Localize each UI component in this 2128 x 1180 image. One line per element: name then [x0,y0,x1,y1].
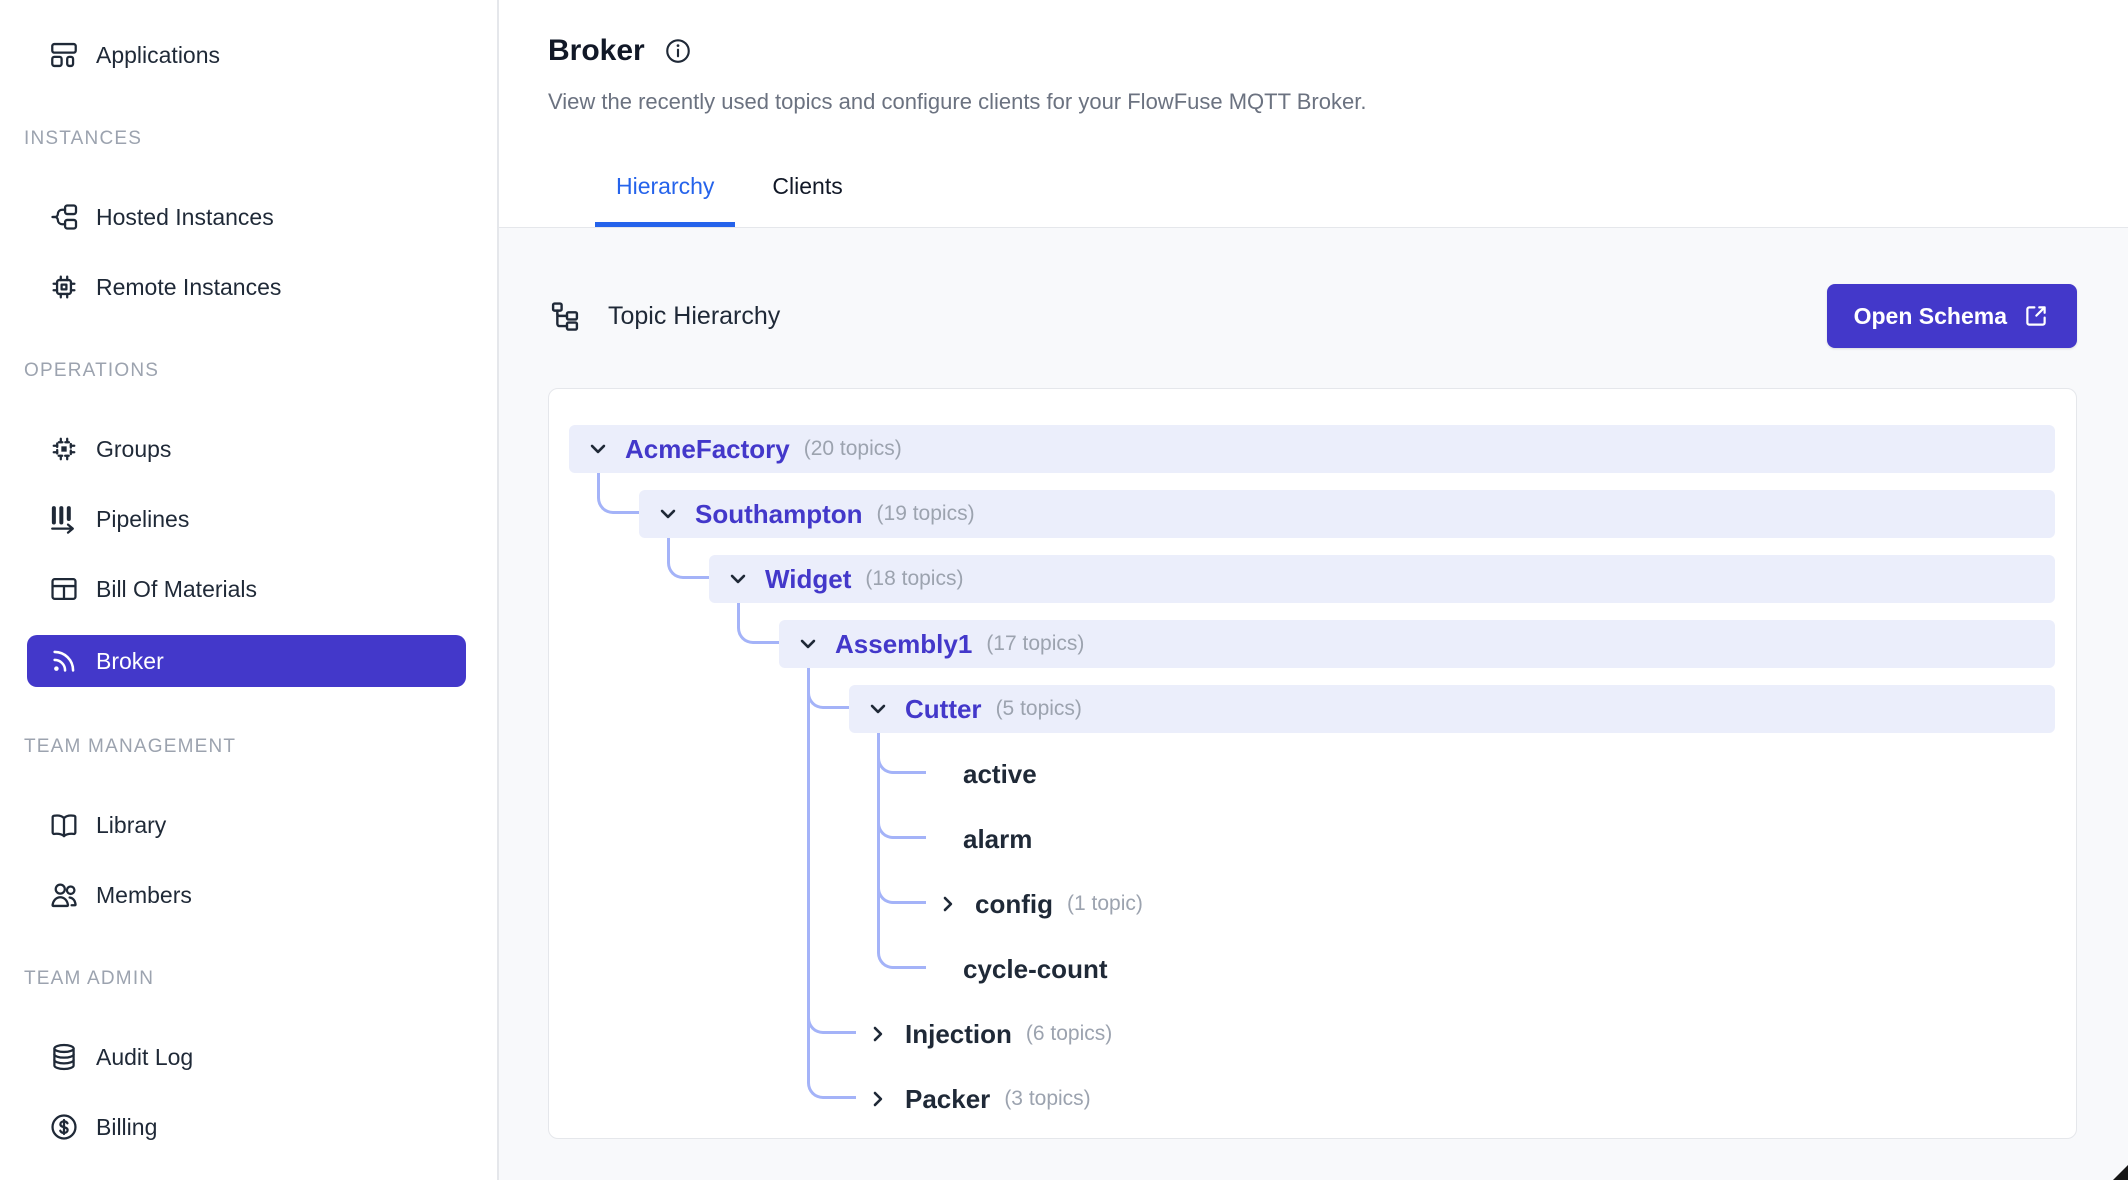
topic-count: (18 topics) [865,567,964,590]
sidebar-section-team-management: TEAM MANAGEMENT [24,736,237,757]
remote-instances-icon [48,271,80,303]
open-schema-label: Open Schema [1853,302,2007,329]
topic-count: (6 topics) [1025,1022,1113,1045]
topic-count: (19 topics) [876,502,975,525]
billing-icon [48,1111,80,1143]
sidebar-item-groups[interactable]: Groups [27,425,466,473]
topic-label: Widget [765,563,852,594]
sidebar-item-label: Applications [96,41,221,68]
sidebar-item-label: Broker [96,647,164,674]
bill-of-materials-icon [48,573,80,605]
info-icon[interactable] [663,36,693,66]
panel-header: Topic Hierarchy Open Schema [548,284,2077,348]
external-link-icon [2022,302,2050,330]
sidebar-item-label: Audit Log [96,1043,194,1070]
topic-label: cycle-count [963,953,1108,984]
topic-count: (20 topics) [803,437,902,460]
sidebar-item-members[interactable]: Members [27,871,466,919]
tree-row-assembly1[interactable]: Assembly1 (17 topics) [779,620,2055,668]
sidebar-section-instances: INSTANCES [24,128,143,149]
sidebar-item-applications[interactable]: Applications [27,31,466,79]
sidebar-item-label: Members [96,881,192,908]
sidebar-item-broker[interactable]: Broker [27,635,466,687]
topic-label: Southampton [695,498,863,529]
chevron-right-icon[interactable] [865,1021,891,1047]
tree-row-config[interactable]: config (1 topic) [919,880,2055,928]
tree-connector [737,603,780,644]
audit-log-icon [48,1041,80,1073]
topic-count: (5 topics) [995,697,1082,720]
tree-row-active[interactable]: active [919,750,2055,798]
sidebar: Applications INSTANCES Hosted Instances Rem… [0,0,499,1180]
tree-connector [597,473,640,514]
chevron-down-icon[interactable] [655,501,681,527]
tree-row-cycle-count[interactable]: cycle-count [919,945,2055,993]
chevron-right-icon[interactable] [935,891,961,917]
chevron-down-icon[interactable] [585,436,611,462]
topic-label: active [963,758,1037,789]
sidebar-item-label: Remote Instances [96,273,282,300]
topic-hierarchy-icon [548,299,582,333]
sidebar-section-team-admin: TEAM ADMIN [24,968,155,989]
topic-label: Packer [905,1083,991,1114]
sidebar-item-remote-instances[interactable]: Remote Instances [27,263,466,311]
page-header: Broker View the recently used topics and… [499,0,2128,227]
tree-row-alarm[interactable]: alarm [919,815,2055,863]
tree-row-cutter[interactable]: Cutter (5 topics) [849,685,2055,733]
tree-row-widget[interactable]: Widget (18 topics) [709,555,2055,603]
library-icon [48,809,80,841]
sidebar-section-operations: OPERATIONS [24,360,160,381]
panel-title: Topic Hierarchy [608,301,781,330]
sidebar-item-label: Bill Of Materials [96,575,258,602]
tree-row-injection[interactable]: Injection (6 topics) [849,1010,2055,1058]
sidebar-item-label: Groups [96,435,172,462]
tree-row-packer[interactable]: Packer (3 topics) [849,1075,2055,1123]
topic-label: AcmeFactory [625,433,790,464]
open-schema-button[interactable]: Open Schema [1826,284,2077,348]
topic-count: (1 topic) [1067,892,1143,915]
sidebar-item-audit-log[interactable]: Audit Log [27,1033,466,1081]
members-icon [48,879,80,911]
page-title: Broker [548,34,645,67]
topic-label: Assembly1 [835,628,973,659]
chevron-down-icon[interactable] [725,566,751,592]
topic-count: (17 topics) [986,632,1085,655]
topic-label: Injection [905,1018,1012,1049]
sidebar-item-pipelines[interactable]: Pipelines [27,495,466,543]
hosted-instances-icon [48,201,80,233]
tree-row-acmefactory[interactable]: AcmeFactory (20 topics) [569,425,2055,473]
scroll-corner-arrow [2113,1165,2128,1180]
sidebar-item-billing[interactable]: Billing [27,1103,466,1151]
sidebar-item-bill-of-materials[interactable]: Bill Of Materials [27,565,466,613]
chevron-right-icon[interactable] [865,1086,891,1112]
pipelines-icon [48,503,80,535]
main-content: Broker View the recently used topics and… [499,0,2128,1180]
tree-row-southampton[interactable]: Southampton (19 topics) [639,490,2055,538]
topic-count: (3 topics) [1004,1087,1091,1110]
chevron-down-icon[interactable] [865,696,891,722]
chevron-down-icon[interactable] [795,631,821,657]
sidebar-item-hosted-instances[interactable]: Hosted Instances [27,193,466,241]
tab-clients[interactable]: Clients [772,173,843,199]
tab-hierarchy[interactable]: Hierarchy [595,172,736,227]
topic-tree-card: AcmeFactory (20 topics) Southampton (19 top… [548,388,2077,1139]
sidebar-item-label: Hosted Instances [96,203,274,230]
broker-icon [48,645,80,677]
tree-connector [667,538,710,579]
topic-label: config [975,888,1053,919]
sidebar-item-label: Billing [96,1113,158,1140]
tab-bar: Hierarchy Clients [548,172,2077,227]
sidebar-item-label: Library [96,811,167,838]
topic-label: alarm [963,823,1033,854]
sidebar-item-library[interactable]: Library [27,801,466,849]
page-subtitle: View the recently used topics and config… [548,89,1367,114]
topic-label: Cutter [905,693,982,724]
hierarchy-panel: Topic Hierarchy Open Schema AcmeFactory (… [499,227,2128,1180]
applications-icon [48,39,80,71]
groups-icon [48,433,80,465]
tree-connector [807,668,850,709]
title-row: Broker [548,32,2077,70]
sidebar-item-label: Pipelines [96,505,190,532]
